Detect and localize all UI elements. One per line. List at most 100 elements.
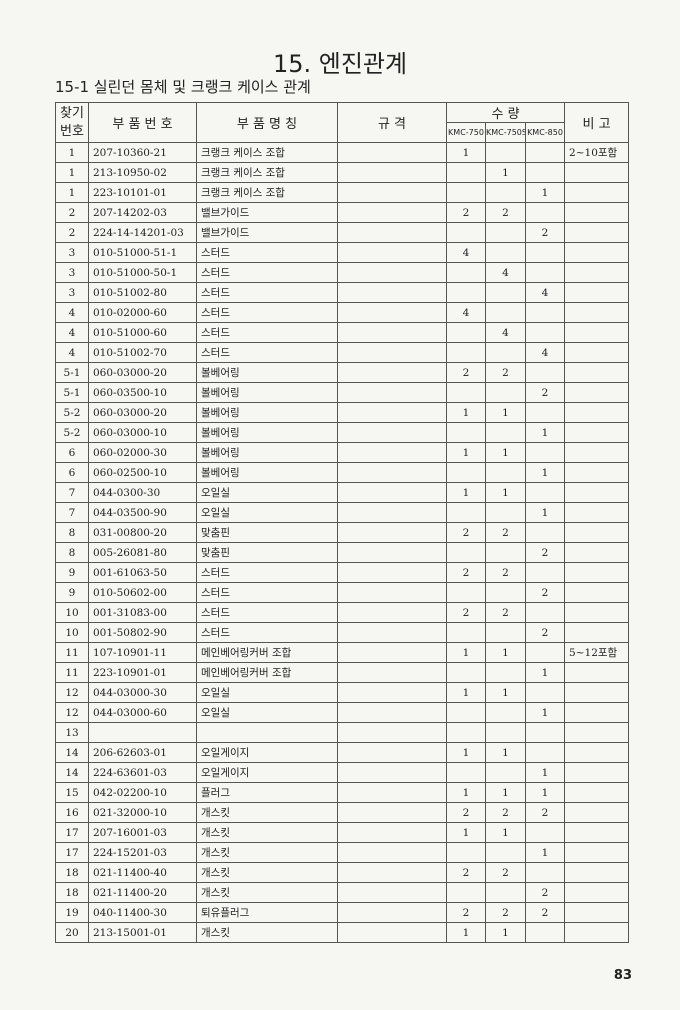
table-cell bbox=[337, 442, 447, 463]
table-cell bbox=[564, 302, 630, 323]
table-cell: 11 bbox=[55, 642, 89, 663]
table-cell bbox=[524, 142, 566, 163]
table-cell bbox=[524, 602, 566, 623]
table-cell: 207-16001-03 bbox=[88, 822, 197, 843]
table-row: 15 042-02200-10 플러그 1 1 1 bbox=[55, 782, 630, 803]
table-cell: 6 bbox=[55, 462, 89, 483]
table-cell: 18 bbox=[55, 882, 89, 903]
table-cell: 213-15001-01 bbox=[88, 922, 197, 943]
table-cell: 14 bbox=[55, 742, 89, 763]
table-cell: 개스킷 bbox=[196, 842, 338, 863]
table-cell: 오일게이지 bbox=[196, 742, 338, 763]
table-cell bbox=[485, 382, 526, 403]
table-cell: 223-10901-01 bbox=[88, 662, 197, 683]
table-cell bbox=[337, 202, 447, 223]
model-header: KMC-850 bbox=[524, 122, 566, 143]
table-cell: 오일실 bbox=[196, 682, 338, 703]
table-cell bbox=[446, 422, 486, 443]
table-cell bbox=[196, 722, 338, 743]
table-cell bbox=[485, 842, 526, 863]
table-cell bbox=[446, 762, 486, 783]
table-row: 5-1 060-03500-10 볼베어링 2 bbox=[55, 382, 630, 403]
table-cell: 060-03500-10 bbox=[88, 382, 197, 403]
table-cell: 1 bbox=[524, 182, 566, 203]
table-cell: 17 bbox=[55, 822, 89, 843]
table-cell: 퇴유플러그 bbox=[196, 902, 338, 923]
table-cell: 스터드 bbox=[196, 322, 338, 343]
table-cell bbox=[337, 662, 447, 683]
table-cell: 060-03000-10 bbox=[88, 422, 197, 443]
table-cell: 1 bbox=[524, 702, 566, 723]
table-cell: 060-03000-20 bbox=[88, 402, 197, 423]
table-cell: 010-51002-70 bbox=[88, 342, 197, 363]
table-cell bbox=[446, 722, 486, 743]
table-cell bbox=[337, 702, 447, 723]
table-cell: 4 bbox=[446, 242, 486, 263]
table-cell bbox=[446, 622, 486, 643]
table-cell: 060-02000-30 bbox=[88, 442, 197, 463]
table-cell: 스터드 bbox=[196, 622, 338, 643]
table-cell bbox=[337, 522, 447, 543]
table-cell bbox=[485, 582, 526, 603]
table-cell bbox=[564, 502, 630, 523]
table-cell: 12 bbox=[55, 682, 89, 703]
table-cell bbox=[564, 382, 630, 403]
table-cell bbox=[524, 362, 566, 383]
table-cell: 1 bbox=[485, 642, 526, 663]
table-cell bbox=[485, 222, 526, 243]
table-cell: 스터드 bbox=[196, 302, 338, 323]
table-cell: 맞춤핀 bbox=[196, 522, 338, 543]
table-cell: 3 bbox=[55, 282, 89, 303]
table-cell bbox=[564, 922, 630, 943]
table-cell: 2~10포함 bbox=[564, 142, 630, 163]
table-cell: 060-02500-10 bbox=[88, 462, 197, 483]
table-cell: 1 bbox=[446, 682, 486, 703]
table-cell: 13 bbox=[55, 722, 89, 743]
table-cell: 5-2 bbox=[55, 402, 89, 423]
table-cell: 볼베어링 bbox=[196, 442, 338, 463]
table-cell: 4 bbox=[524, 282, 566, 303]
table-cell bbox=[485, 702, 526, 723]
table-cell: 스터드 bbox=[196, 262, 338, 283]
table-cell: 3 bbox=[55, 262, 89, 283]
table-cell: 4 bbox=[55, 342, 89, 363]
table-cell: 4 bbox=[55, 302, 89, 323]
table-cell: 1 bbox=[55, 182, 89, 203]
table-cell bbox=[337, 262, 447, 283]
table-cell bbox=[564, 342, 630, 363]
table-cell bbox=[485, 182, 526, 203]
table-cell bbox=[564, 602, 630, 623]
table-cell bbox=[524, 202, 566, 223]
table-cell: 2 bbox=[446, 862, 486, 883]
table-cell: 2 bbox=[55, 202, 89, 223]
table-cell: 1 bbox=[446, 742, 486, 763]
table-cell bbox=[337, 462, 447, 483]
table-cell: 오일실 bbox=[196, 482, 338, 503]
table-cell: 2 bbox=[485, 602, 526, 623]
model-header: KMC-750 bbox=[446, 122, 486, 143]
table-cell: 207-10360-21 bbox=[88, 142, 197, 163]
table-cell: 005-26081-80 bbox=[88, 542, 197, 563]
table-cell: 2 bbox=[485, 362, 526, 383]
table-cell: 1 bbox=[446, 782, 486, 803]
table-cell bbox=[485, 302, 526, 323]
table-cell: 7 bbox=[55, 482, 89, 503]
table-cell: 5-2 bbox=[55, 422, 89, 443]
table-row: 3 010-51002-80 스터드 4 bbox=[55, 282, 630, 303]
table-cell bbox=[337, 342, 447, 363]
table-cell: 1 bbox=[485, 822, 526, 843]
table-cell bbox=[446, 462, 486, 483]
table-cell: 010-51000-60 bbox=[88, 322, 197, 343]
table-cell: 볼베어링 bbox=[196, 382, 338, 403]
table-row: 20 213-15001-01 개스킷 1 1 bbox=[55, 922, 630, 943]
table-cell bbox=[564, 742, 630, 763]
table-cell: 4 bbox=[446, 302, 486, 323]
table-cell bbox=[446, 222, 486, 243]
table-cell: 213-10950-02 bbox=[88, 162, 197, 183]
table-cell: 메인베어링커버 조합 bbox=[196, 642, 338, 663]
table-cell: 17 bbox=[55, 842, 89, 863]
table-cell bbox=[564, 782, 630, 803]
table-cell bbox=[337, 622, 447, 643]
table-cell: 15 bbox=[55, 782, 89, 803]
table-cell bbox=[485, 662, 526, 683]
